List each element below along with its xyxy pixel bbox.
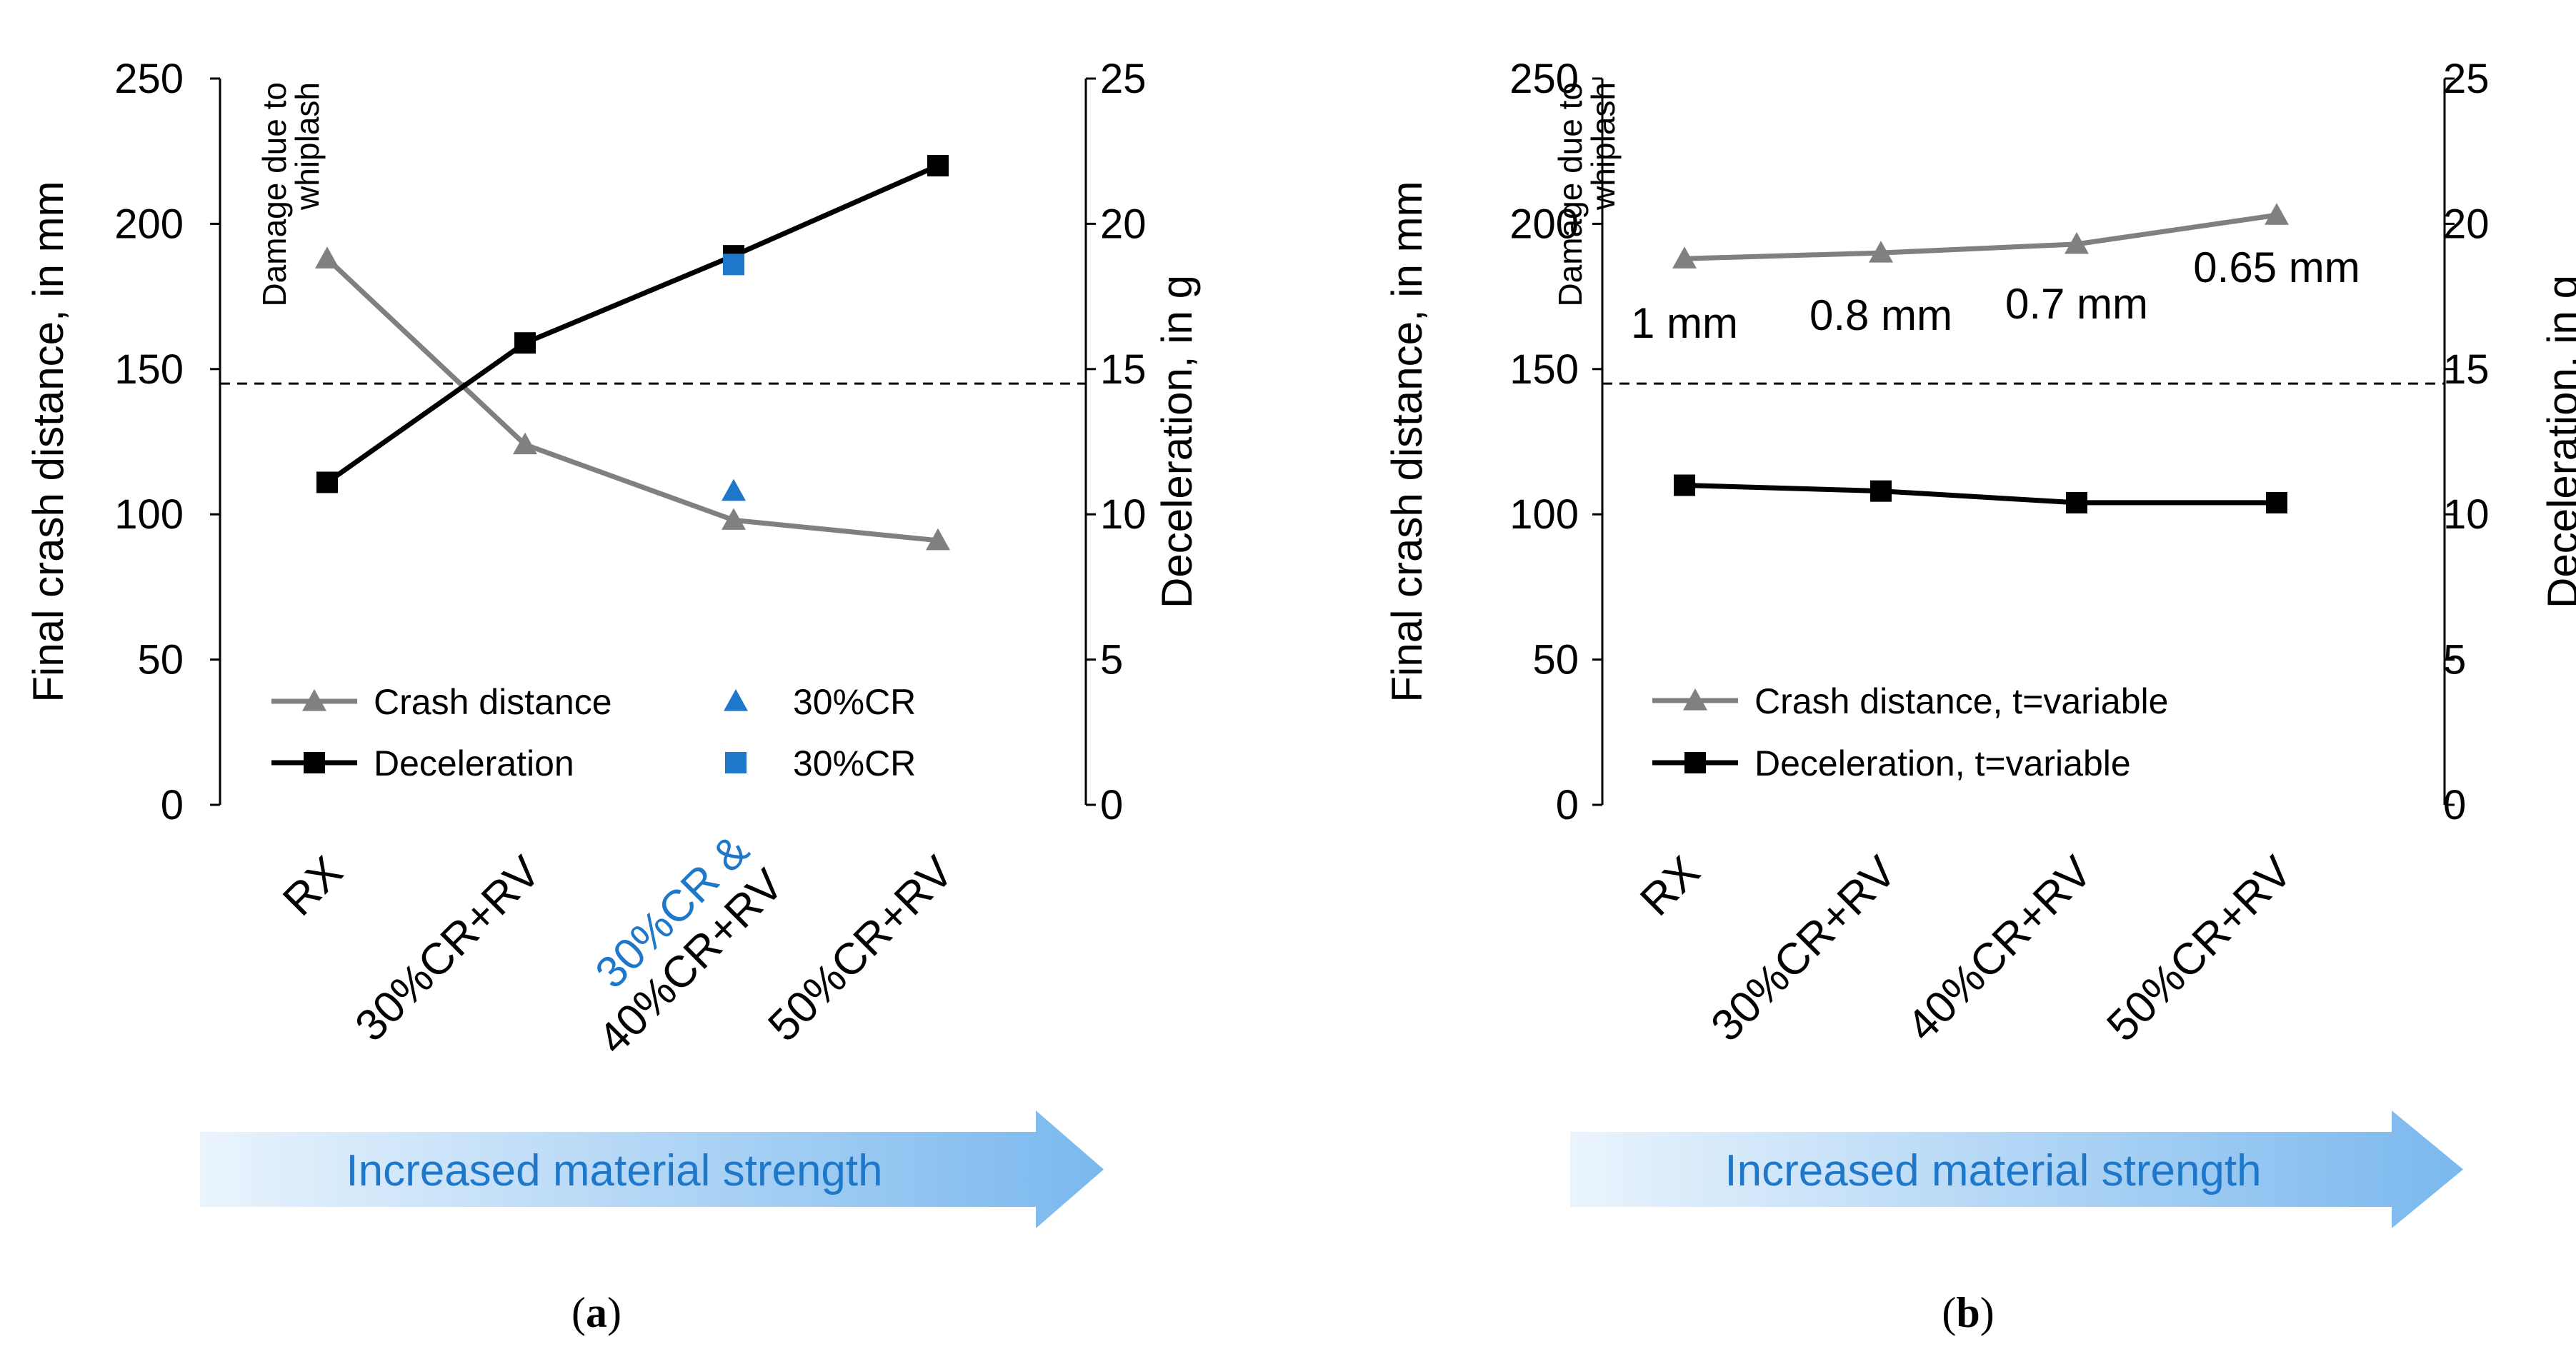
deceleration-point (514, 332, 536, 354)
extra-point-30cr-triangle (722, 478, 746, 501)
deceleration-point (2066, 491, 2087, 513)
extra-point-30cr-square (723, 254, 744, 276)
y-tick-label-left: 250 (1509, 56, 1579, 102)
x-tick-label: RX (1631, 847, 1709, 926)
y-axis-label-left: Final crash distance, in mm (1383, 181, 1431, 702)
x-tick-label: 30%CR &40%CR+RV (554, 826, 793, 1064)
chart-panel-a: 0 50 100 150 200 250 0 5 10 15 20 25 Final crash dis… (24, 56, 1201, 1336)
y-tick-label-left: 200 (114, 201, 184, 247)
caption-close: ) (1980, 1289, 1995, 1336)
y-tick-label-right: 15 (1100, 346, 1147, 393)
series-line-deceleration (325, 163, 939, 485)
x-tick-label: 50%CR+RV (2097, 847, 2302, 1051)
deceleration-point (2266, 491, 2287, 513)
caption-open: ( (1942, 1289, 1956, 1336)
y-tick-label-left: 150 (1509, 346, 1579, 393)
legend-marker (1684, 752, 1706, 773)
y-tick-label-left: 200 (1509, 201, 1579, 247)
y-tick-label-left: 100 (114, 491, 184, 538)
x-tick-label: 50%CR+RV (759, 847, 963, 1051)
deceleration-point (1674, 474, 1695, 496)
legend-marker-blue (725, 752, 747, 773)
y-tick-label-right: 25 (1100, 56, 1147, 102)
legend-marker (302, 689, 326, 711)
x-tick-label: 30%CR+RV (346, 847, 550, 1051)
thickness-label: 1 mm (1631, 299, 1738, 347)
crash-distance-point (1869, 241, 1893, 263)
y-tick-label-left: 250 (114, 56, 184, 102)
y-tick-label-right: 15 (2443, 346, 2490, 393)
threshold-label-line1: Damage due to (256, 82, 293, 307)
panel-caption: (b) (1942, 1289, 1994, 1336)
legend-marker (1683, 688, 1707, 711)
y-tick-label-left: 0 (161, 782, 184, 828)
crash-distance-point (315, 246, 339, 269)
y-tick-label-right: 10 (2443, 491, 2490, 538)
y-tick-label-right: 25 (2443, 56, 2490, 102)
strength-arrow (1570, 1110, 2463, 1228)
thickness-label: 0.7 mm (2005, 280, 2148, 328)
legend-label: Crash distance (374, 682, 612, 722)
y-tick-label-left: 50 (137, 637, 184, 683)
legend-label: Crash distance, t=variable (1754, 681, 2168, 721)
chart-panel-b: 0 50 100 150 200 250 0 5 10 15 20 25 Final crash dis… (1383, 56, 2576, 1336)
legend-label: Deceleration, t=variable (1754, 743, 2131, 783)
caption-letter: b (1956, 1289, 1980, 1336)
crash-distance-point (2065, 231, 2089, 254)
caption-close: ) (607, 1289, 621, 1336)
legend-label: 30%CR (793, 682, 916, 722)
y-tick-label-left: 50 (1532, 637, 1579, 683)
series-line-crash-distance (325, 256, 939, 543)
threshold-label-line2: whiplash (289, 82, 326, 211)
thickness-label: 0.8 mm (1809, 291, 1952, 339)
crash-distance-point (926, 528, 950, 551)
y-tick-label-left: 0 (1556, 782, 1579, 828)
arrow-label: Increased material strength (346, 1146, 882, 1195)
y-tick-label-left: 150 (114, 346, 184, 393)
y-axis-label-right: Deceleration, in g (2539, 275, 2576, 608)
deceleration-point (1870, 480, 1892, 502)
panel-caption: (a) (571, 1289, 621, 1336)
deceleration-point (927, 155, 949, 177)
threshold-label-line2: whiplash (1584, 82, 1622, 211)
series-line-deceleration (1684, 483, 2277, 506)
legend-marker (304, 752, 325, 773)
x-tick-label: 40%CR+RV (1897, 847, 2102, 1051)
y-tick-label-right: 10 (1100, 491, 1147, 538)
legend-marker-blue (724, 689, 748, 711)
crash-distance-point (513, 432, 537, 455)
y-axis-label-left: Final crash distance, in mm (24, 181, 72, 702)
x-tick-label: RX (274, 847, 352, 926)
caption-open: ( (571, 1289, 586, 1336)
y-tick-label-right: 5 (1100, 637, 1123, 683)
y-tick-label-right: 20 (1100, 201, 1147, 247)
arrow-label: Increased material strength (1724, 1146, 2261, 1195)
thickness-label: 0.65 mm (2193, 244, 2360, 291)
y-tick-label-right: 5 (2443, 637, 2466, 683)
y-tick-label-left: 100 (1509, 491, 1579, 538)
series-line-crash-distance (1684, 212, 2277, 261)
caption-letter: a (586, 1289, 607, 1336)
x-tick-label: 30%CR+RV (1702, 847, 1906, 1051)
crash-distance-point (722, 508, 746, 530)
deceleration-point (316, 471, 338, 493)
y-tick-label-right: 0 (2443, 782, 2466, 828)
legend-label: Deceleration (374, 743, 574, 783)
threshold-label-line1: Damage due to (1552, 82, 1589, 307)
y-tick-label-right: 0 (1100, 782, 1123, 828)
y-axis-label-right: Deceleration, in g (1153, 275, 1201, 608)
legend-label: 30%CR (793, 743, 916, 783)
strength-arrow (200, 1110, 1104, 1228)
y-tick-label-right: 20 (2443, 201, 2490, 247)
crash-distance-point (2265, 203, 2289, 225)
crash-distance-point (1672, 246, 1697, 269)
